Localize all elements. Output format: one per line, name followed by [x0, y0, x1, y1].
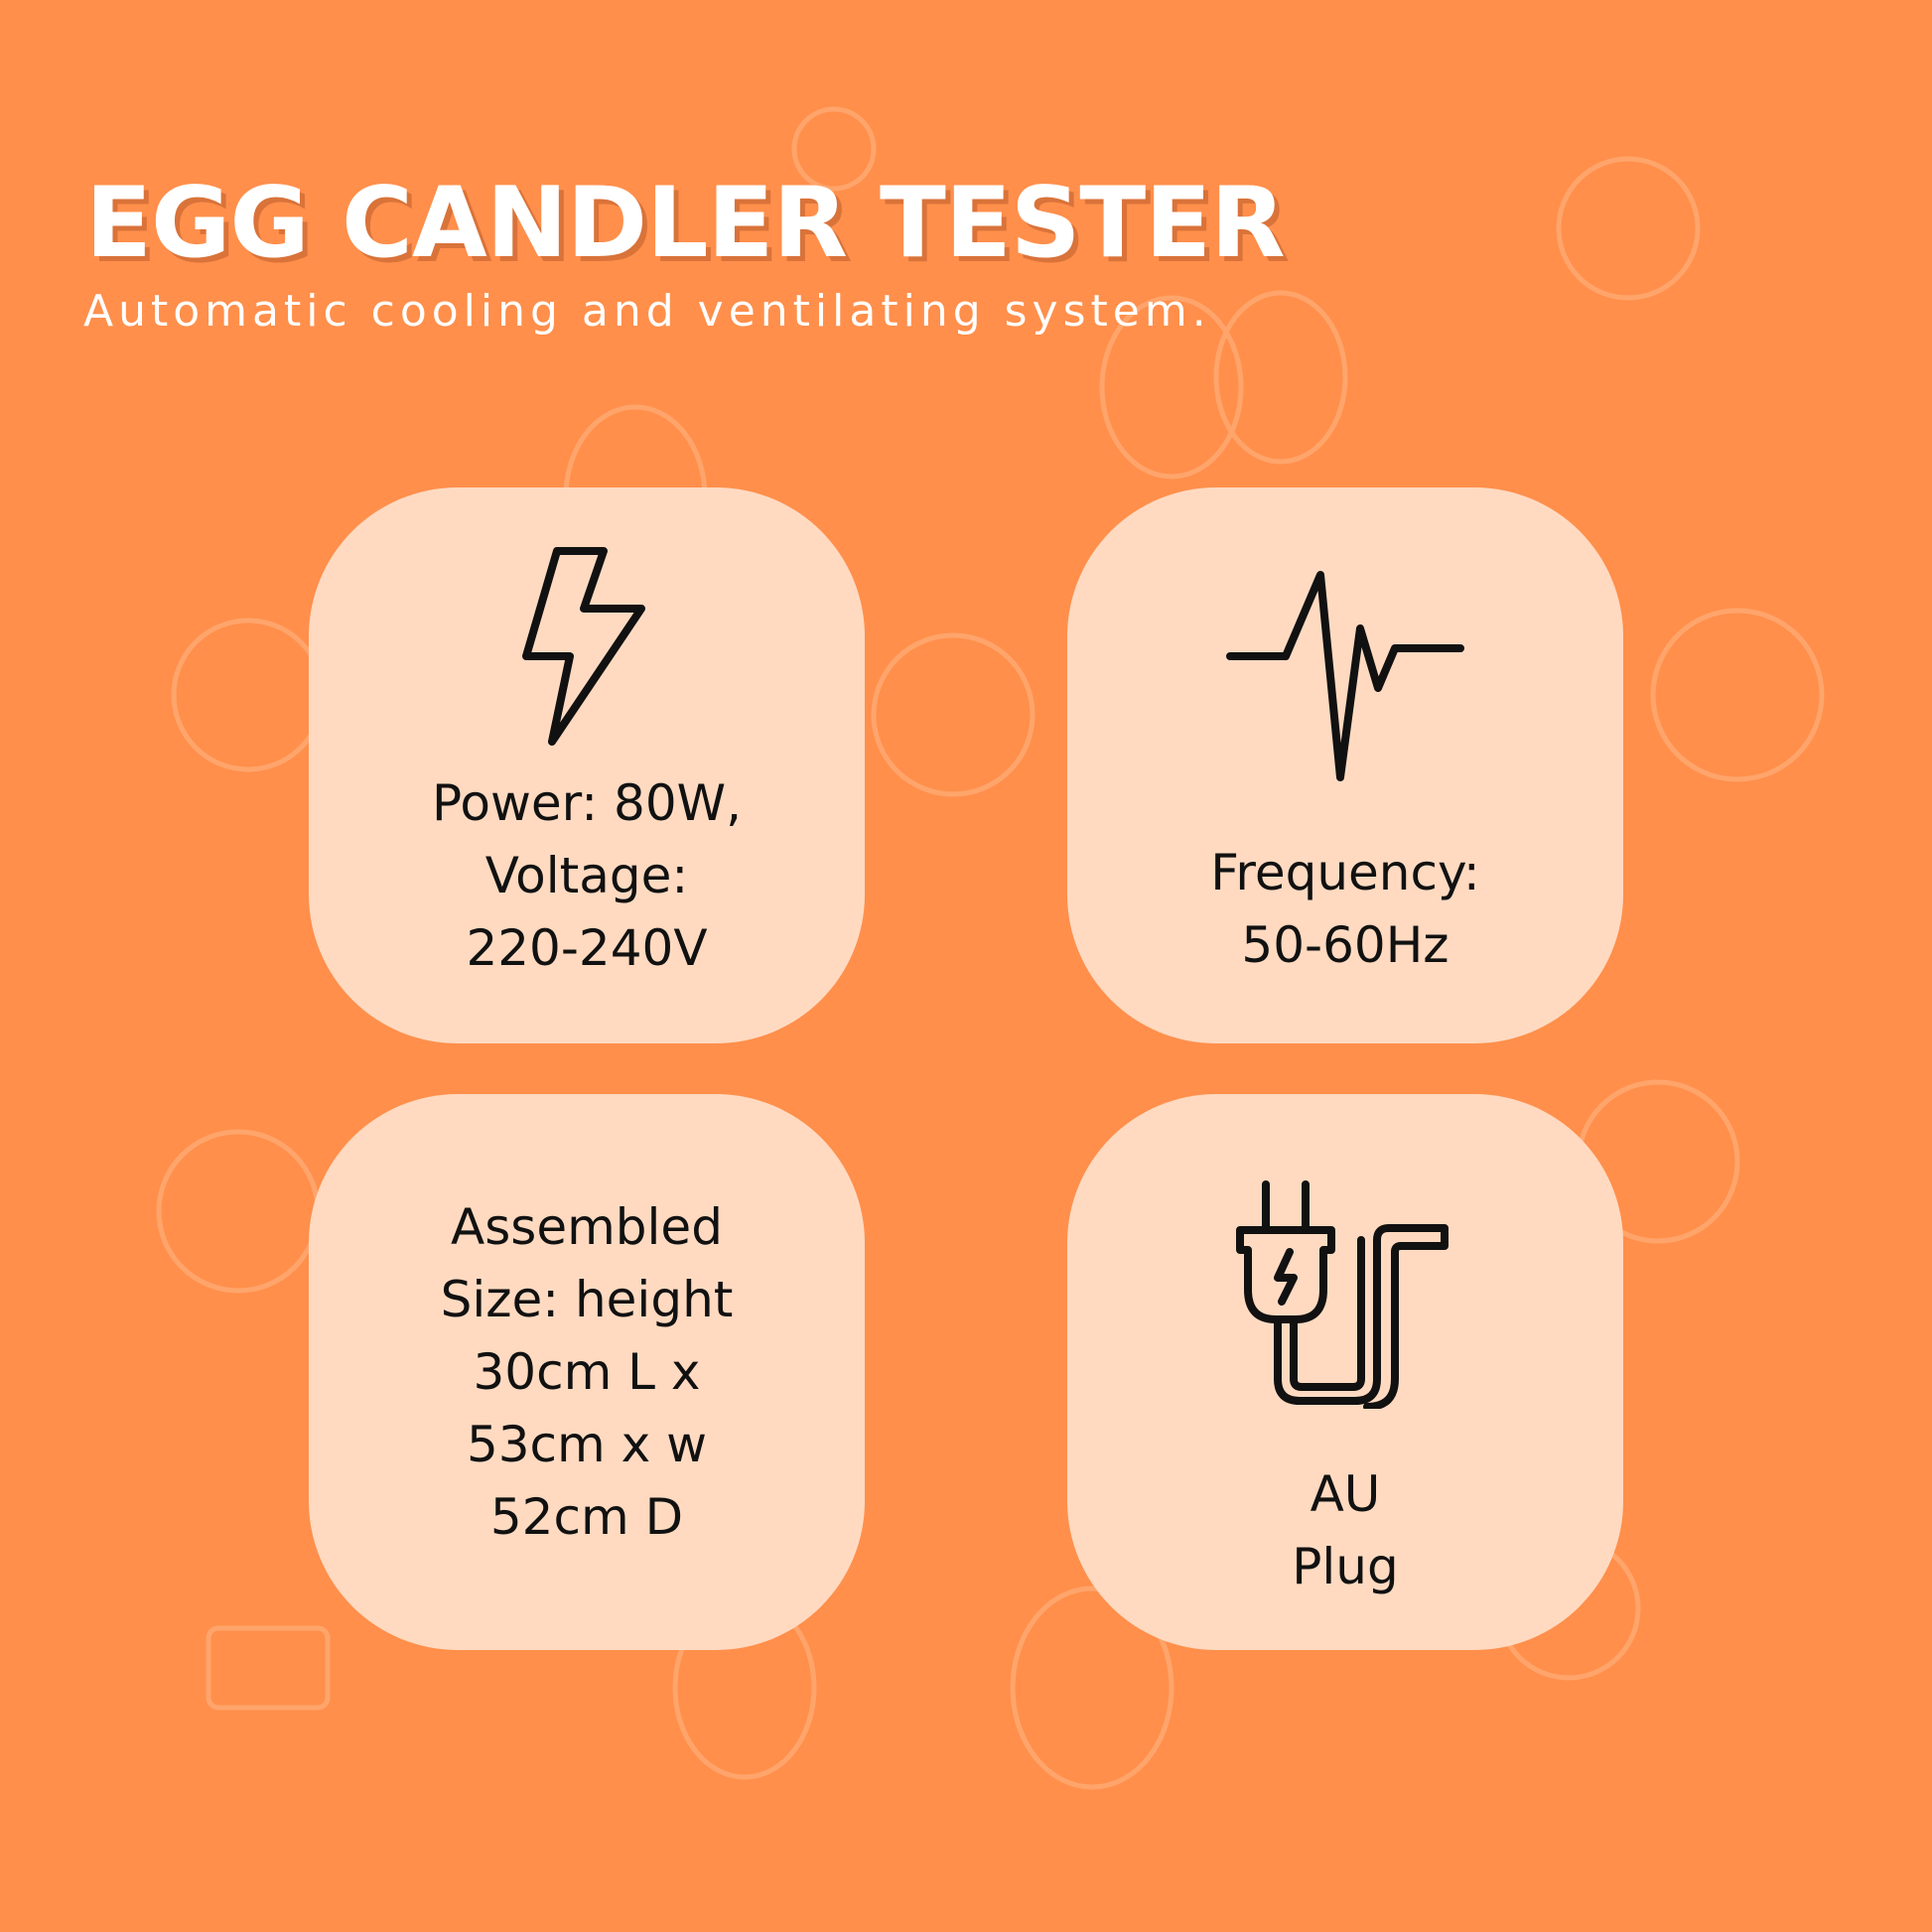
feature-card-power: Power: 80W, Voltage: 220-240V — [309, 487, 865, 1043]
pulse-wave-icon — [1226, 569, 1464, 787]
feature-text: Power: 80W, Voltage: 220-240V — [432, 773, 742, 977]
page-title: EGG CANDLER TESTER — [85, 167, 1286, 280]
feature-card-size: Assembled Size: height 30cm L x 53cm x w… — [309, 1094, 865, 1650]
page-subtitle: Automatic cooling and ventilating system… — [83, 286, 1211, 337]
feature-text: Frequency: 50-60Hz — [1210, 844, 1480, 974]
feature-card-frequency: Frequency: 50-60Hz — [1067, 487, 1623, 1043]
power-plug-icon — [1236, 1180, 1454, 1409]
feature-card-plug: AU Plug — [1067, 1094, 1623, 1650]
feature-text: Assembled Size: height 30cm L x 53cm x w… — [440, 1197, 734, 1546]
feature-text: AU Plug — [1292, 1465, 1399, 1595]
lightning-bolt-icon — [522, 546, 651, 746]
